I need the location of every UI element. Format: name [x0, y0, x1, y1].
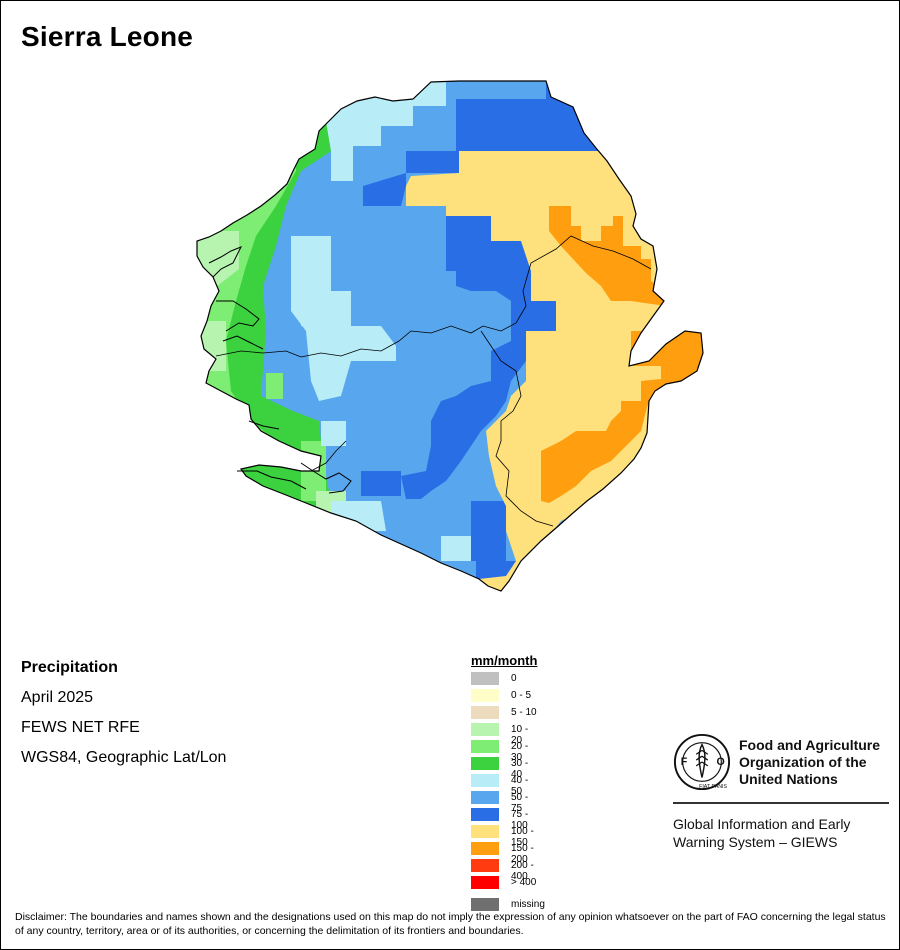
period-label: April 2025: [21, 689, 94, 706]
legend-item: 40 - 50: [471, 772, 537, 797]
legend-label: 0 - 5: [511, 690, 532, 701]
legend-label: 75 - 100: [511, 809, 529, 831]
legend-swatch: [471, 859, 499, 872]
legend-swatch: [471, 774, 499, 787]
svg-text:O: O: [717, 756, 725, 768]
legend-item: 0 - 5: [471, 687, 537, 704]
legend-item: 200 - 400: [471, 857, 537, 882]
precipitation-map: [1, 1, 899, 621]
legend-item: 20 - 30: [471, 738, 537, 763]
source-label: FEWS NET RFE: [21, 719, 140, 736]
legend-label: 50 - 75: [511, 792, 529, 814]
fao-divider: [673, 802, 889, 804]
legend-title: mm/month: [471, 653, 538, 668]
legend-label: 5 - 10: [511, 707, 537, 718]
legend-label: 0: [511, 673, 517, 684]
legend-item: 10 - 20: [471, 721, 537, 746]
legend-swatch: [471, 808, 499, 821]
map-canvas: [196, 80, 704, 592]
legend-swatch: [471, 672, 499, 685]
legend-swatch: [471, 825, 499, 838]
legend-swatch-missing: [471, 898, 499, 911]
legend-label: 10 - 20: [511, 724, 529, 746]
svg-text:FIAT PANIS: FIAT PANIS: [699, 784, 727, 790]
legend-label: > 400: [511, 877, 537, 888]
legend-items: 0 0 - 5 5 - 10 10 - 20 20 - 30 30 - 40 40 - 50…: [471, 670, 537, 891]
legend-swatch: [471, 723, 499, 736]
legend-swatch: [471, 757, 499, 770]
svg-text:F: F: [681, 756, 688, 768]
fao-logo-block: F O FIAT PANIS Food and Agriculture Orga…: [673, 731, 893, 861]
legend-label: 200 - 400: [511, 860, 534, 882]
legend-swatch: [471, 791, 499, 804]
legend-swatch: [471, 689, 499, 702]
legend-item: > 400: [471, 874, 537, 891]
projection-label: WGS84, Geographic Lat/Lon: [21, 749, 227, 766]
country-border: [196, 80, 704, 592]
legend-label: 150 - 200: [511, 843, 534, 865]
disclaimer-text: Disclaimer: The boundaries and names sho…: [15, 911, 886, 937]
legend: mm/month 0 0 - 5 5 - 10 10 - 20 20 - 30 30 - …: [471, 653, 545, 913]
legend-item: 75 - 100: [471, 806, 537, 831]
legend-label: 100 - 150: [511, 826, 534, 848]
legend-item: 50 - 75: [471, 789, 537, 814]
fao-emblem-icon: F O FIAT PANIS: [673, 733, 731, 790]
legend-item: 5 - 10: [471, 704, 537, 721]
giews-label: Global Information and Early Warning Sys…: [673, 816, 851, 850]
rainfall-raster: [197, 81, 703, 591]
legend-swatch: [471, 740, 499, 753]
legend-item: 100 - 150: [471, 823, 537, 848]
legend-label: 40 - 50: [511, 775, 529, 797]
fao-organization-name: Food and Agriculture Organization of the…: [739, 737, 881, 787]
map-title: Sierra Leone: [21, 21, 194, 52]
legend-swatch: [471, 876, 499, 889]
legend-swatch: [471, 842, 499, 855]
coastline-detail: [208, 246, 352, 494]
legend-item-missing: missing: [471, 896, 545, 913]
legend-label: 20 - 30: [511, 741, 529, 763]
legend-swatch: [471, 706, 499, 719]
admin-boundaries: [215, 235, 652, 527]
legend-item: 150 - 200: [471, 840, 537, 865]
legend-item: 0: [471, 670, 537, 687]
legend-label: 30 - 40: [511, 758, 529, 780]
legend-item: 30 - 40: [471, 755, 537, 780]
map-info: Precipitation April 2025 FEWS NET RFE WG…: [21, 656, 226, 776]
legend-label-missing: missing: [511, 899, 545, 910]
variable-label: Precipitation: [21, 659, 118, 676]
